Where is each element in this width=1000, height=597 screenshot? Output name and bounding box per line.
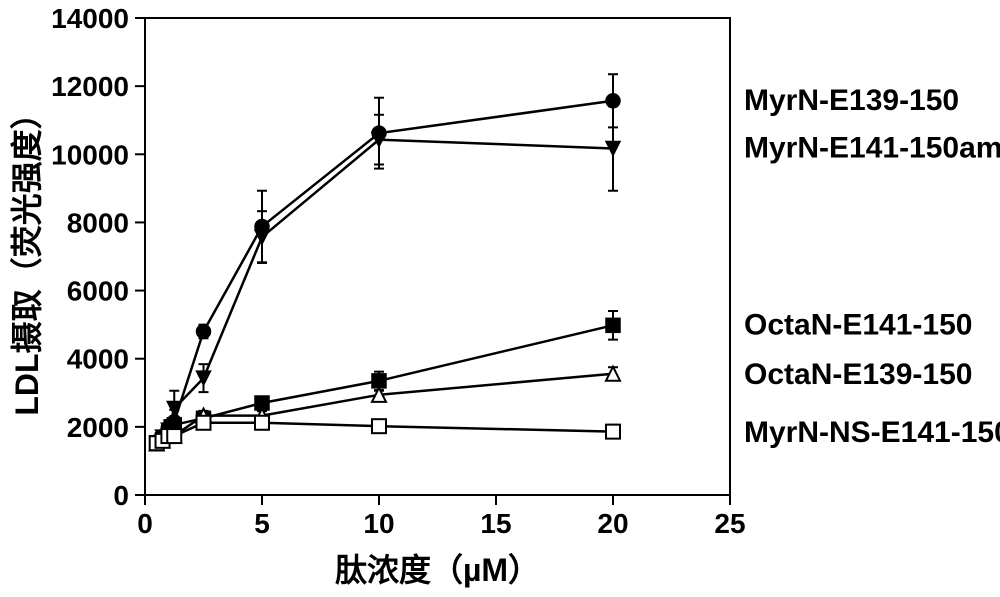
x-tick-label: 10 [363,508,394,539]
x-tick-label: 20 [597,508,628,539]
series-label: MyrN-E141-150amL [744,131,1000,164]
chart-svg: 0 5 10 15 20 25 肽浓度（µM） 0 2000 4000 6000 8000 10000 1… [0,0,1000,597]
x-axis-title: 肽浓度（µM） [335,552,540,588]
x-tick-label: 15 [480,508,511,539]
series-label: OctaN-E139-150 [744,358,972,391]
series-label: OctaN-E141-150 [744,309,972,342]
y-tick-label: 12000 [51,71,129,102]
series-line [157,101,613,442]
y-tick-label: 14000 [51,3,129,34]
y-tick-label: 6000 [67,276,129,307]
y-tick-label: 4000 [67,344,129,375]
y-tick-label: 2000 [67,412,129,443]
y-axis-title: LDL摄取（荧光强度） [9,97,45,415]
x-tick-label: 5 [254,508,270,539]
x-tick-label: 25 [714,508,745,539]
x-tick-label: 0 [137,508,153,539]
y-tick-label: 10000 [51,139,129,170]
ldl-uptake-chart: 0 5 10 15 20 25 肽浓度（µM） 0 2000 4000 6000 8000 10000 1… [0,0,1000,597]
series-MyrN-E139-150: MyrN-E139-150 [150,74,959,449]
series-label: MyrN-NS-E141-150 [744,416,1000,449]
series-MyrN-E141-150amL: MyrN-E141-150amL [150,106,1000,450]
series-MyrN-NS-E141-150: MyrN-NS-E141-150 [150,416,1000,450]
y-tick-label: 0 [113,480,129,511]
series-label: MyrN-E139-150 [744,84,959,117]
y-tick-label: 8000 [67,207,129,238]
